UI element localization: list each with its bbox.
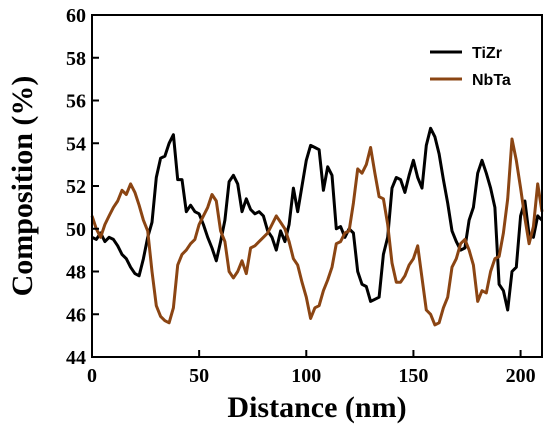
y-tick-label: 50 — [66, 219, 86, 241]
legend-label-nbta: NbTa — [472, 72, 511, 89]
x-tick-label: 50 — [189, 365, 209, 387]
y-tick-label: 60 — [66, 5, 86, 27]
y-tick-label: 52 — [66, 176, 86, 198]
x-axis-title: Distance (nm) — [227, 391, 406, 424]
y-tick-label: 58 — [66, 48, 86, 70]
x-tick-label: 150 — [398, 365, 428, 387]
y-tick-label: 46 — [66, 304, 86, 326]
series-line-nbta — [90, 137, 544, 327]
y-tick-label: 56 — [66, 91, 86, 113]
x-tick-label: 200 — [506, 365, 536, 387]
series-layer — [90, 126, 544, 327]
ticks-layer: 0 50 100 150 200 44 46 48 50 52 54 56 58 60 — [66, 5, 536, 387]
y-axis-title: Composition (%) — [6, 76, 39, 297]
y-tick-label: 48 — [66, 262, 86, 284]
series-line-tizr — [91, 126, 544, 312]
x-tick-label: 0 — [87, 365, 97, 387]
x-tick-label: 100 — [291, 365, 321, 387]
legend: TiZr NbTa — [430, 45, 511, 89]
legend-label-tizr: TiZr — [472, 45, 502, 62]
y-tick-label: 54 — [66, 133, 86, 155]
y-tick-label: 44 — [66, 347, 86, 369]
